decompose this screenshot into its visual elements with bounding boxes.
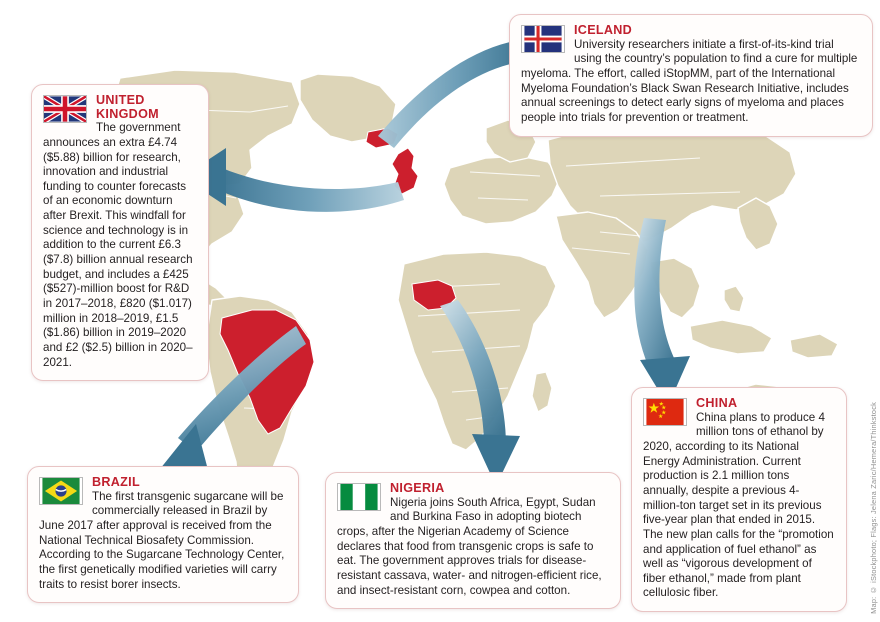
nigeria-flag-wrapper (337, 483, 383, 511)
iceland-flag-wrapper (521, 25, 567, 53)
arrow-nigeria (440, 300, 520, 486)
callout-china[interactable]: CHINA China plans to produce 4 million t… (631, 387, 847, 613)
callout-brazil[interactable]: BRAZIL The first transgenic sugarcane wi… (27, 466, 299, 604)
china-flag-wrapper (643, 398, 689, 426)
land-europe (443, 155, 561, 225)
land-middle-east-india (555, 211, 649, 319)
callout-body-text: Nigeria joins South Africa, Egypt, Sudan… (337, 495, 602, 597)
callout-country-label: UNITED KINGDOM (96, 93, 159, 121)
callout-body-text: The first transgenic sugarcane will be c… (39, 489, 285, 591)
callout-body-text: China plans to produce 4 million tons of… (643, 410, 834, 600)
arrow-brazil (156, 326, 306, 474)
highlight-united-kingdom (391, 147, 419, 195)
land-new-guinea (789, 333, 839, 359)
arrow-china (634, 218, 690, 406)
land-indonesia (689, 319, 773, 355)
land-madagascar (531, 371, 553, 413)
uk-flag-icon (43, 95, 87, 123)
callout-country-label: CHINA (696, 396, 738, 410)
nigeria-flag-icon (337, 483, 381, 511)
iceland-flag-icon (521, 25, 565, 53)
callout-country-label: ICELAND (574, 23, 633, 37)
land-japan (737, 197, 779, 251)
brazil-flag-icon (39, 477, 83, 505)
china-flag-icon (643, 398, 687, 426)
callout-nigeria[interactable]: NIGERIA Nigeria joins South Africa, Egyp… (325, 472, 621, 610)
callout-body-text: University researchers initiate a first-… (521, 37, 858, 124)
brazil-flag-wrapper (39, 477, 85, 505)
map-arrows (156, 24, 690, 486)
callout-iceland[interactable]: ICELAND University researchers initiate … (509, 14, 873, 137)
image-credit: Map: © iStockphoto; Flags: Jelena Zaric/… (869, 402, 878, 614)
callout-country-label: BRAZIL (92, 475, 140, 489)
uk-flag-wrapper (43, 95, 89, 123)
callout-united-kingdom[interactable]: UNITED KINGDOM The government announces … (31, 84, 209, 382)
callout-body-text: The government announces an extra £4.74 … (43, 121, 193, 369)
land-philippines (723, 285, 745, 313)
callout-country-label: NIGERIA (390, 481, 445, 495)
